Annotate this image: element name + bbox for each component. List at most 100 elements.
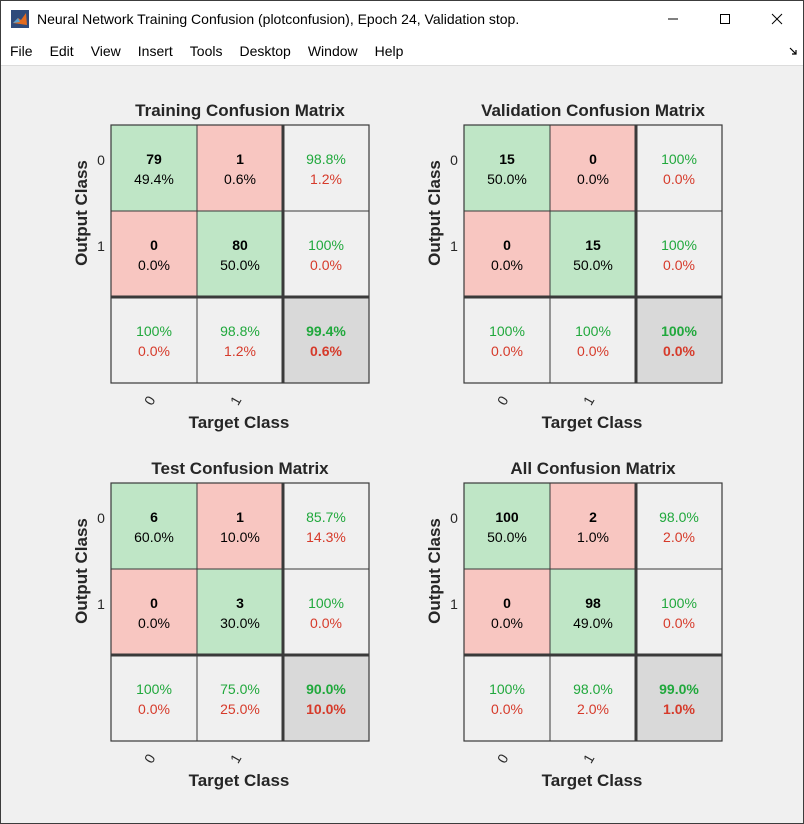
row-summary-error: 2.0%	[663, 529, 695, 545]
x-tick-label: 0	[494, 393, 512, 408]
matrix-cell	[196, 568, 284, 656]
confusion-matrix-0	[110, 124, 370, 384]
matrix-cell	[463, 482, 551, 570]
x-tick-label: 0	[141, 393, 159, 408]
cell-percent: 0.0%	[138, 615, 170, 631]
matrix-cell	[549, 482, 637, 570]
cell-percent: 0.0%	[577, 171, 609, 187]
cell-count: 100	[495, 509, 519, 525]
cell-percent: 50.0%	[573, 257, 613, 273]
x-tick-label: 0	[494, 751, 512, 766]
y-axis-label: Output Class	[425, 160, 444, 266]
matrix-cell	[110, 654, 198, 742]
menu-insert[interactable]: Insert	[137, 43, 173, 59]
overall-accuracy: 90.0%	[306, 681, 346, 697]
row-summary-correct: 98.8%	[306, 151, 346, 167]
row-summary-correct: 100%	[308, 237, 344, 253]
x-axis-label: Target Class	[189, 413, 290, 432]
cell-percent: 60.0%	[134, 529, 174, 545]
row-summary-error: 14.3%	[306, 529, 346, 545]
cell-percent: 30.0%	[220, 615, 260, 631]
window-title: Neural Network Training Confusion (plotc…	[37, 11, 520, 27]
matrix-cell	[282, 568, 370, 656]
maximize-button[interactable]	[699, 1, 751, 37]
matrix-cell	[463, 124, 551, 212]
row-summary-error: 0.0%	[310, 615, 342, 631]
menu-edit[interactable]: Edit	[49, 43, 74, 59]
matrix-cell	[463, 296, 551, 384]
y-tick-label: 0	[450, 510, 458, 526]
overall-accuracy: 99.0%	[659, 681, 699, 697]
overall-error: 0.0%	[663, 343, 695, 359]
x-axis-label: Target Class	[189, 771, 290, 790]
matrix-cell	[549, 296, 637, 384]
matrix-cell	[635, 124, 723, 212]
col-summary-correct: 100%	[489, 323, 525, 339]
matrix-cell	[110, 482, 198, 570]
x-tick-label: 0	[141, 751, 159, 766]
col-summary-error: 25.0%	[220, 701, 260, 717]
x-tick-label: 1	[227, 751, 245, 766]
matrix-cell	[196, 296, 284, 384]
close-button[interactable]	[751, 1, 803, 37]
overall-error: 10.0%	[306, 701, 346, 717]
minimize-icon	[668, 18, 678, 20]
cell-count: 79	[146, 151, 162, 167]
y-tick-label: 0	[97, 510, 105, 526]
overall-accuracy: 100%	[661, 323, 697, 339]
cell-percent: 49.4%	[134, 171, 174, 187]
menu-tools[interactable]: Tools	[189, 43, 223, 59]
matrix-cell	[110, 210, 198, 298]
matrix-cell	[196, 482, 284, 570]
row-summary-correct: 98.0%	[659, 509, 699, 525]
menu-help[interactable]: Help	[374, 43, 404, 59]
y-tick-label: 1	[450, 596, 458, 612]
minimize-button[interactable]	[647, 1, 699, 37]
col-summary-correct: 100%	[136, 681, 172, 697]
matrix-cell	[282, 296, 370, 384]
cell-count: 2	[589, 509, 597, 525]
matlab-logo-icon	[11, 10, 29, 28]
matrix-cell	[282, 482, 370, 570]
matrix-cell	[110, 124, 198, 212]
cell-percent: 0.0%	[138, 257, 170, 273]
matrix-cell	[635, 568, 723, 656]
menu-window[interactable]: Window	[307, 43, 358, 59]
matrix-cell	[110, 568, 198, 656]
row-summary-correct: 85.7%	[306, 509, 346, 525]
menu-view[interactable]: View	[90, 43, 121, 59]
cell-percent: 0.6%	[224, 171, 256, 187]
row-summary-correct: 100%	[308, 595, 344, 611]
cell-count: 0	[503, 595, 511, 611]
title-bar[interactable]: Neural Network Training Confusion (plotc…	[1, 1, 803, 37]
cell-count: 0	[150, 595, 158, 611]
matrix-cell	[463, 654, 551, 742]
cell-count: 0	[589, 151, 597, 167]
matrix-cell	[463, 568, 551, 656]
y-axis-label: Output Class	[72, 518, 91, 624]
cell-count: 98	[585, 595, 601, 611]
row-summary-error: 1.2%	[310, 171, 342, 187]
confusion-plots: 79 49.4% 1 0.6% 0 0.0% 80 50.0% 98.8% 1.2% 100% 0.0…	[72, 101, 723, 790]
col-summary-correct: 75.0%	[220, 681, 260, 697]
cell-count: 80	[232, 237, 248, 253]
y-axis-label: Output Class	[72, 160, 91, 266]
matrix-cell	[549, 568, 637, 656]
menu-desktop[interactable]: Desktop	[239, 43, 291, 59]
menu-file[interactable]: File	[10, 43, 33, 59]
cell-percent: 50.0%	[220, 257, 260, 273]
cell-percent: 50.0%	[487, 171, 527, 187]
col-summary-correct: 98.8%	[220, 323, 260, 339]
matrix-cell	[635, 296, 723, 384]
cell-percent: 49.0%	[573, 615, 613, 631]
dock-arrow-icon[interactable]	[789, 46, 799, 56]
confusion-matrix-3	[463, 482, 723, 742]
overall-error: 0.6%	[310, 343, 342, 359]
col-summary-error: 0.0%	[138, 343, 170, 359]
cell-count: 0	[503, 237, 511, 253]
matrix-border	[463, 124, 723, 384]
matrix-cell	[196, 124, 284, 212]
confusion-matrix-1	[463, 124, 723, 384]
plot-title: All Confusion Matrix	[510, 459, 676, 478]
